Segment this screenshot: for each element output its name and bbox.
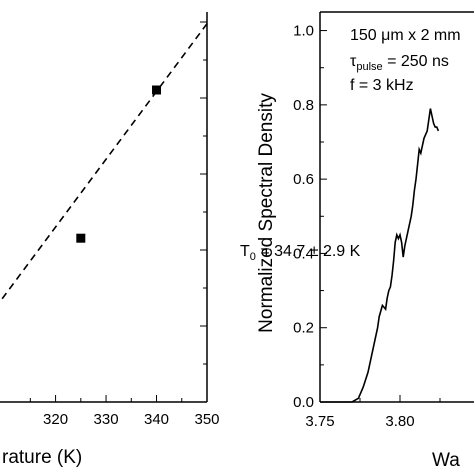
right-y-tick-label: 0.2 xyxy=(293,320,314,337)
annotation-pulse-sub: pulse xyxy=(356,61,382,73)
right-y-tick-label: 1.0 xyxy=(293,23,314,40)
right-x-tick-label: 3.80 xyxy=(385,413,414,430)
left-data-points xyxy=(76,85,162,243)
left-axes-frame xyxy=(0,12,208,403)
spectrum-line xyxy=(320,108,440,403)
annotation-dimensions-mu: μ xyxy=(381,27,390,44)
right-y-tick-label: 0.0 xyxy=(293,394,314,411)
right-axis-ticks: 0.0 0.2 0.4 0.6 0.8 1.0 3.75 3.80 xyxy=(293,23,441,430)
right-axes-frame xyxy=(319,11,474,403)
data-point xyxy=(152,85,162,95)
left-x-ticks: 320 330 340 350 xyxy=(29,395,220,428)
right-y-tick-label: 0.6 xyxy=(293,171,314,188)
annotation-frequency: f = 3 kHz xyxy=(350,77,414,94)
left-x-tick-label: 340 xyxy=(144,411,169,428)
annotation-dimensions: 150 μm x 2 mm xyxy=(350,27,461,44)
left-x-tick-label: 330 xyxy=(94,411,119,428)
left-x-tick-label: 320 xyxy=(43,411,68,428)
right-x-axis-label: Wa xyxy=(432,450,460,471)
left-x-axis-label: rature (K) xyxy=(2,447,82,468)
left-chart-panel: 320 330 340 350 T0 = 34.7 ± 2.9 K rature (K… xyxy=(0,12,361,468)
annotation-pulse-value: = 250 ns xyxy=(383,53,449,70)
right-y-tick-label: 0.4 xyxy=(293,245,314,262)
left-x-tick-label: 350 xyxy=(194,411,219,428)
t0-annotation: T0 = 34.7 ± 2.9 K xyxy=(240,243,361,263)
annotation-dimensions-a: 150 xyxy=(350,27,381,44)
right-x-tick-label: 3.75 xyxy=(305,413,334,430)
right-y-axis-label: Normalized Spectral Density xyxy=(256,93,277,333)
annotation-pulse-tau: τ xyxy=(350,53,357,70)
right-chart-panel: 0.0 0.2 0.4 0.6 0.8 1.0 3.75 3.80 150 μm x 2 mm… xyxy=(256,11,474,471)
annotation-pulse: τpulse = 250 ns xyxy=(350,53,449,73)
t0-symbol: T xyxy=(240,243,250,260)
right-y-tick-label: 0.8 xyxy=(293,97,314,114)
annotation-dimensions-b: m x 2 mm xyxy=(390,27,460,44)
t0-subscript: 0 xyxy=(250,251,256,263)
data-point xyxy=(76,233,86,243)
fit-line xyxy=(0,23,208,304)
t0-value: = 34.7 ± 2.9 K xyxy=(256,243,361,260)
